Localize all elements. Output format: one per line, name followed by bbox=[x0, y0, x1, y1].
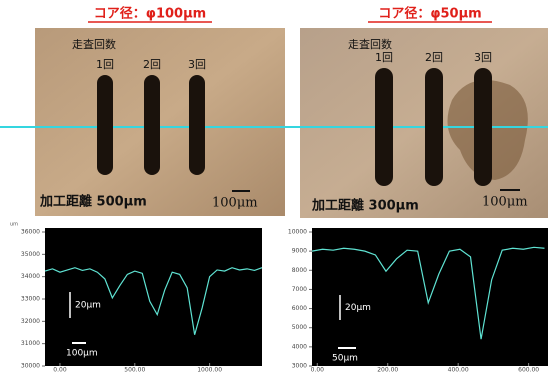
y-tick-label: 31000 bbox=[21, 340, 40, 347]
groove bbox=[97, 75, 113, 175]
x-tick-label: 400.00 bbox=[448, 367, 469, 374]
y-tick-label: 10000 bbox=[288, 229, 307, 236]
y-tick-label: 9000 bbox=[292, 248, 307, 255]
x-tick-label: 200.00 bbox=[377, 367, 398, 374]
y-tick-label: 6000 bbox=[292, 305, 307, 312]
plot-area bbox=[45, 228, 262, 366]
panel-title: コア径：φ100μm bbox=[94, 6, 206, 22]
x-tick-label: 0.00 bbox=[53, 367, 67, 374]
scale-label: 20μm bbox=[345, 303, 371, 313]
figure: コア径：φ100μm 1回 2回 3回 走査回数加工距離 500μm 100μm コア径：φ… bbox=[0, 0, 548, 374]
scale-label: 100μm bbox=[66, 349, 98, 359]
y-tick-label: 7000 bbox=[292, 286, 307, 293]
scale-label: 50μm bbox=[332, 354, 358, 364]
x-tick-label: 0.00 bbox=[311, 367, 325, 374]
pass-label: 3回 bbox=[188, 58, 206, 71]
y-tick-label: 8000 bbox=[292, 267, 307, 274]
y-tick-label: 5000 bbox=[292, 324, 307, 331]
groove bbox=[144, 75, 160, 175]
pass-label: 1回 bbox=[375, 51, 393, 64]
x-tick-label: 600.00 bbox=[518, 367, 539, 374]
y-axis-label: um bbox=[10, 222, 18, 228]
distance-label: 加工距離 300μm bbox=[311, 198, 419, 214]
scan-label: 走査回数 bbox=[348, 37, 392, 51]
pass-label: 2回 bbox=[425, 51, 443, 64]
y-tick-label: 4000 bbox=[292, 343, 307, 350]
y-tick-label: 30000 bbox=[21, 363, 40, 370]
distance-label: 加工距離 500μm bbox=[39, 194, 147, 210]
y-tick-label: 32000 bbox=[21, 318, 40, 325]
panel-title: コア径：φ50μm bbox=[378, 6, 481, 22]
x-tick-label: 1000.00 bbox=[197, 367, 222, 374]
x-tick-label: 500.00 bbox=[124, 367, 145, 374]
y-tick-label: 35000 bbox=[21, 251, 40, 258]
y-tick-label: 36000 bbox=[21, 229, 40, 236]
y-tick-label: 33000 bbox=[21, 296, 40, 303]
scale-label: 100μm bbox=[482, 195, 528, 210]
pass-label: 2回 bbox=[143, 58, 161, 71]
y-tick-label: 34000 bbox=[21, 273, 40, 280]
scale-label: 20μm bbox=[75, 301, 101, 311]
pass-label: 3回 bbox=[474, 51, 492, 64]
scale-label: 100μm bbox=[212, 196, 258, 211]
groove bbox=[474, 68, 492, 186]
groove bbox=[425, 68, 443, 186]
y-tick-label: 3000 bbox=[292, 363, 307, 370]
scan-label: 走査回数 bbox=[72, 37, 116, 51]
groove bbox=[375, 68, 393, 186]
groove bbox=[189, 75, 205, 175]
pass-label: 1回 bbox=[96, 58, 114, 71]
